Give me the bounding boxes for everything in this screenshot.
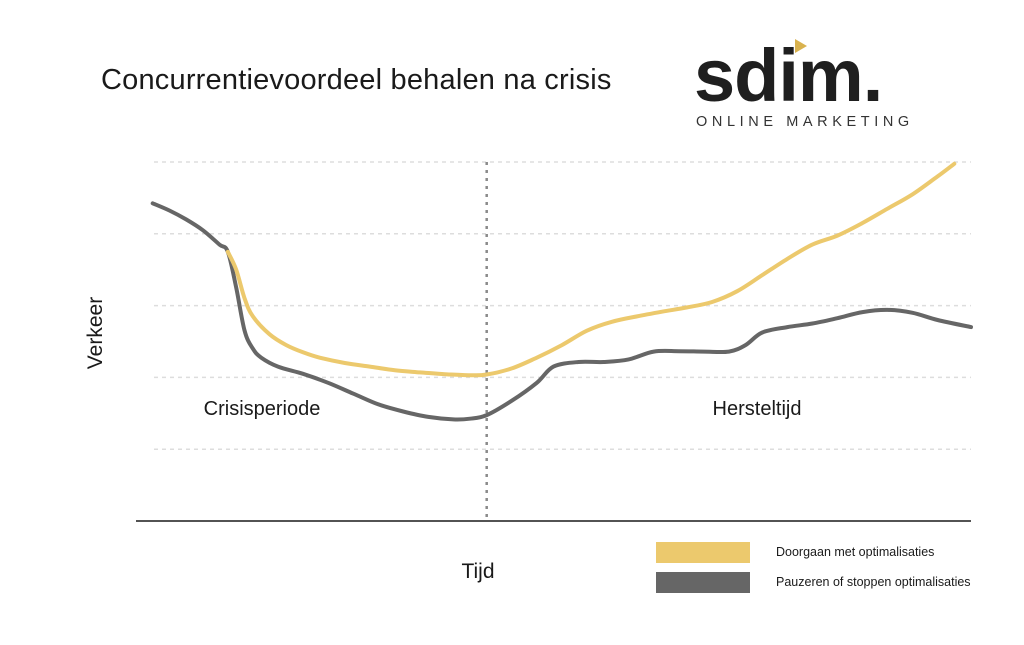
- legend-item-doorgaan: Doorgaan met optimalisaties: [656, 540, 971, 564]
- annotation-crisisperiode: Crisisperiode: [203, 398, 321, 420]
- logo-tagline: ONLINE MARKETING: [696, 114, 914, 130]
- annotation-hersteltijd: Hersteltijd: [712, 398, 802, 420]
- legend: Doorgaan met optimalisaties Pauzeren of …: [656, 540, 971, 600]
- legend-label-doorgaan: Doorgaan met optimalisaties: [776, 545, 935, 559]
- y-axis-label: Verkeer: [84, 296, 107, 370]
- chart-title: Concurrentievoordeel behalen na crisis: [101, 64, 612, 96]
- series-line-pauzeren: [150, 201, 973, 422]
- legend-item-pauzeren: Pauzeren of stoppen optimalisaties: [656, 570, 971, 594]
- gridlines: [154, 161, 971, 450]
- logo-wordmark: sdim.: [694, 34, 883, 117]
- sdim-logo: sdim. ONLINE MARKETING: [694, 36, 914, 136]
- legend-swatch-pauzeren: [656, 571, 750, 593]
- logo-accent-triangle-icon: [795, 39, 807, 53]
- x-axis-label: Tijd: [461, 560, 495, 583]
- legend-swatch-doorgaan: [656, 541, 750, 563]
- legend-label-pauzeren: Pauzeren of stoppen optimalisaties: [776, 575, 971, 589]
- series-line-doorgaan: [225, 161, 957, 378]
